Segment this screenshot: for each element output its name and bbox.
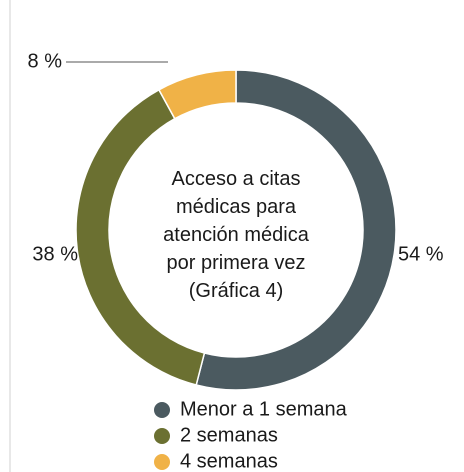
chart-title: Acceso a citas médicas para atención méd… <box>163 168 309 302</box>
legend-label: 4 semanas <box>180 450 278 472</box>
legend-label: Menor a 1 semana <box>180 398 348 420</box>
legend-label: 2 semanas <box>180 424 278 446</box>
donut-slice <box>195 69 397 391</box>
data-label: 54 % <box>398 243 444 265</box>
legend-swatch <box>154 454 170 470</box>
donut-slice <box>157 69 237 120</box>
data-label: 38 % <box>32 243 78 265</box>
legend-swatch <box>154 428 170 444</box>
data-label: 8 % <box>28 50 63 72</box>
legend-swatch <box>154 402 170 418</box>
title-area: Acceso a citas médicas para atención méd… <box>163 168 309 302</box>
